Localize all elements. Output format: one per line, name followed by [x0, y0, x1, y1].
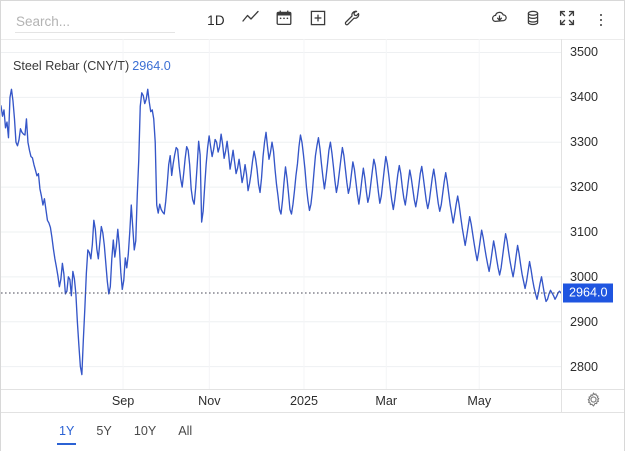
- time-tick-label: Mar: [375, 394, 398, 408]
- plot-canvas[interactable]: [1, 39, 561, 389]
- more-menu-icon: [599, 13, 603, 27]
- toolbar: 1D: [1, 1, 624, 40]
- price-tick: 3200: [570, 180, 599, 195]
- tools-button[interactable]: [335, 5, 369, 35]
- calendar-button[interactable]: [267, 5, 301, 35]
- price-tick: 3100: [570, 224, 599, 239]
- series-title: Steel Rebar (CNY/T) 2964.0: [13, 59, 171, 73]
- range-tab-bar: 1Y 5Y 10Y All: [1, 412, 624, 451]
- calendar-icon: [275, 9, 293, 32]
- time-axis[interactable]: Sep Nov 2025 Mar May: [1, 389, 624, 413]
- more-menu-button[interactable]: [584, 5, 618, 35]
- cloud-download-icon: [490, 8, 509, 32]
- gridlines: [1, 39, 561, 389]
- price-line-path: [1, 88, 561, 376]
- price-tick: 2900: [570, 314, 599, 329]
- range-tab-10y[interactable]: 10Y: [133, 423, 157, 438]
- price-tick: 2800: [570, 359, 599, 374]
- time-tick-label: 2025: [289, 394, 318, 408]
- plus-box-icon: [309, 9, 327, 32]
- chart-settings-button[interactable]: [561, 390, 624, 413]
- toolbar-right-buttons: [482, 5, 618, 35]
- search-input[interactable]: [15, 13, 175, 32]
- time-tick-label: Nov: [198, 394, 221, 408]
- range-tab-all[interactable]: All: [178, 423, 193, 438]
- download-button[interactable]: [482, 5, 516, 35]
- time-tick-label: Sep: [111, 394, 135, 408]
- price-tick: 3000: [570, 269, 599, 284]
- search-field[interactable]: [15, 8, 175, 33]
- series-name: Steel Rebar (CNY/T): [13, 59, 130, 73]
- line-chart-icon: [241, 8, 260, 32]
- price-tick: 3500: [570, 45, 599, 60]
- current-price-badge[interactable]: 2964.0: [563, 283, 613, 303]
- data-button[interactable]: [516, 5, 550, 35]
- gear-icon: [586, 391, 601, 412]
- series-last-value: 2964.0: [132, 59, 171, 73]
- fullscreen-icon: [558, 9, 576, 32]
- price-tick: 3400: [570, 90, 599, 105]
- time-tick-label: May: [467, 394, 492, 408]
- range-tab-5y[interactable]: 5Y: [96, 423, 112, 438]
- wrench-icon: [343, 9, 361, 32]
- fullscreen-button[interactable]: [550, 5, 584, 35]
- chart-area: Steel Rebar (CNY/T) 2964.0 3500 3400 3300 32…: [1, 39, 625, 413]
- price-tick: 3300: [570, 135, 599, 150]
- add-series-button[interactable]: [301, 5, 335, 35]
- interval-label: 1D: [207, 12, 225, 28]
- interval-button[interactable]: 1D: [199, 5, 233, 35]
- range-tab-1y[interactable]: 1Y: [57, 420, 77, 445]
- database-icon: [524, 9, 542, 32]
- chart-type-button[interactable]: [233, 5, 267, 35]
- toolbar-buttons: 1D: [199, 5, 369, 35]
- price-axis[interactable]: 3500 3400 3300 3200 3100 3000 2900 2800 2964.0: [561, 39, 625, 389]
